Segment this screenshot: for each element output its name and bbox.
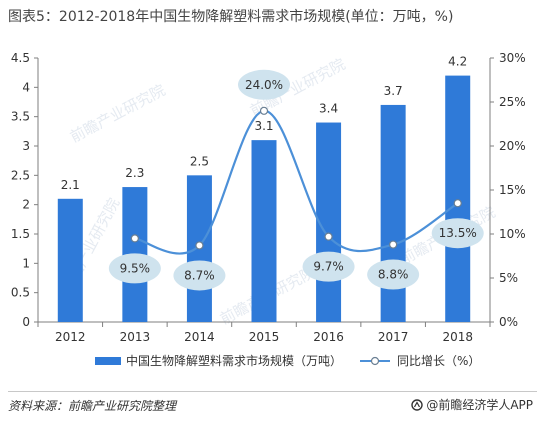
- y-left-tick-label: 0: [22, 315, 30, 329]
- footer-divider: [8, 391, 537, 392]
- growth-marker: [259, 106, 269, 115]
- growth-value-label: 8.7%: [184, 268, 215, 282]
- growth-value-label: 9.5%: [120, 261, 151, 275]
- growth-label-bubble: [302, 251, 355, 282]
- y-left-tick-label: 4.5: [11, 51, 30, 65]
- x-tick-label: 2012: [55, 330, 86, 344]
- y-right-tick-label: 0%: [499, 315, 518, 329]
- x-tick-label: 2016: [313, 330, 344, 344]
- growth-marker: [195, 241, 204, 250]
- brand-text: @前瞻经济学人APP: [426, 398, 533, 412]
- bar-value-label: 3.7: [384, 84, 403, 98]
- y-left-tick-label: 0.5: [11, 286, 30, 300]
- legend-line-label: 同比增长（%）: [397, 354, 480, 368]
- growth-label-bubble: [173, 260, 226, 291]
- x-tick-label: 2018: [442, 330, 473, 344]
- brand-credit: @前瞻经济学人APP: [411, 396, 533, 413]
- growth-value-label: 8.8%: [378, 268, 409, 282]
- chart-title: 图表5：2012-2018年中国生物降解塑料需求市场规模(单位：万吨，%): [8, 9, 454, 25]
- growth-marker: [389, 240, 398, 249]
- y-left-tick-label: 1: [22, 256, 30, 270]
- bar: [57, 198, 83, 322]
- bar-value-label: 2.1: [61, 178, 80, 192]
- y-right-tick-label: 30%: [499, 51, 526, 65]
- legend-bar-label: 中国生物降解塑料需求市场规模（万吨）: [126, 353, 342, 368]
- y-left-tick-label: 3.5: [11, 110, 30, 124]
- growth-label-bubble: [367, 259, 420, 290]
- bar-value-label: 4.2: [448, 55, 467, 69]
- brand-logo-icon: [411, 398, 424, 411]
- growth-marker: [324, 232, 333, 241]
- growth-marker: [453, 199, 462, 208]
- y-left-tick-label: 3: [22, 139, 30, 153]
- bar: [445, 75, 471, 322]
- bar-value-label: 2.3: [125, 166, 144, 180]
- bar: [251, 140, 277, 322]
- growth-label-bubble: [108, 253, 161, 284]
- y-left-tick-label: 4: [22, 80, 30, 94]
- y-left-tick-label: 1.5: [11, 227, 30, 241]
- bar-value-label: 3.4: [319, 102, 338, 116]
- x-tick-label: 2015: [249, 330, 280, 344]
- x-tick-label: 2013: [120, 330, 151, 344]
- source-note: 资料来源：前瞻产业研究院整理: [8, 399, 177, 413]
- y-left-tick-label: 2.5: [11, 168, 30, 182]
- watermark-text: 前瞻产业研究院: [67, 81, 168, 146]
- y-right-tick-label: 20%: [499, 139, 526, 153]
- x-tick-label: 2014: [184, 330, 215, 344]
- growth-value-label: 9.7%: [313, 260, 344, 274]
- y-right-tick-label: 10%: [499, 227, 526, 241]
- growth-line: [134, 109, 459, 255]
- growth-label-bubble: [431, 218, 484, 249]
- growth-value-label: 13.5%: [439, 226, 477, 240]
- growth-label-bubble: [238, 69, 290, 100]
- bar-value-label: 2.5: [190, 154, 209, 168]
- y-right-tick-label: 15%: [499, 183, 526, 197]
- growth-marker: [130, 234, 139, 243]
- bar-value-label: 3.1: [254, 119, 273, 133]
- legend-line-marker: [370, 356, 380, 366]
- growth-value-label: 24.0%: [245, 78, 283, 92]
- y-right-tick-label: 5%: [499, 271, 518, 285]
- x-tick-label: 2017: [378, 330, 409, 344]
- y-right-tick-label: 25%: [499, 95, 526, 109]
- legend-bar-swatch: [95, 357, 121, 365]
- y-left-tick-label: 2: [22, 198, 30, 212]
